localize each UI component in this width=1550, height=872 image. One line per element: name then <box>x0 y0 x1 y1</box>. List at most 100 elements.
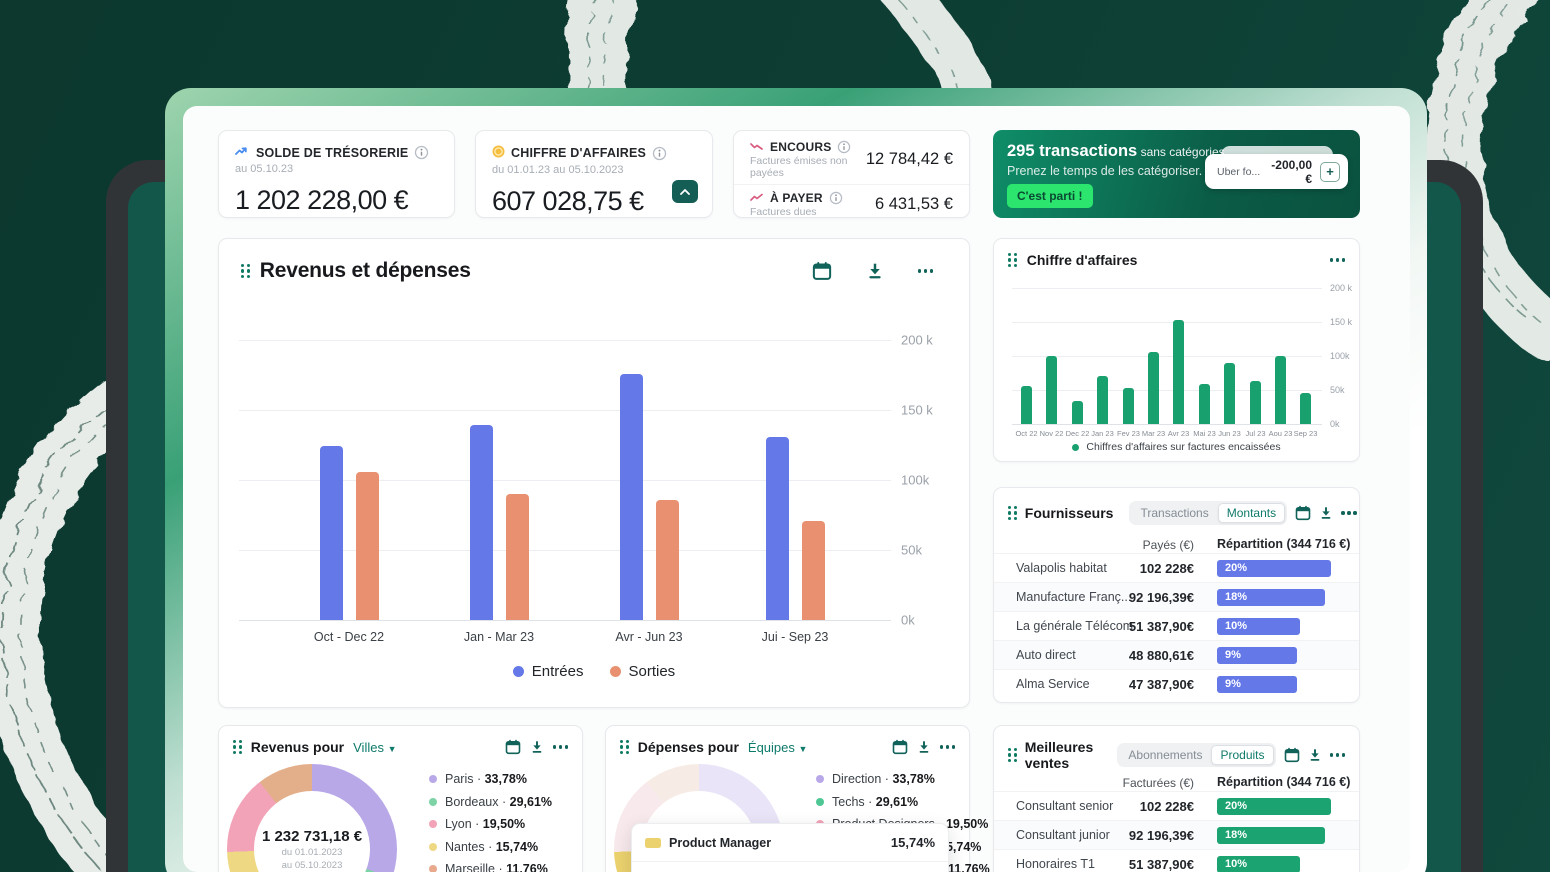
drag-handle-icon[interactable] <box>233 739 242 755</box>
x-axis-label: Nov 22 <box>1039 429 1064 438</box>
table-row: Consultant junior 92 196,39€ 18% <box>994 820 1359 849</box>
entrees-bar <box>470 425 493 620</box>
download-icon[interactable] <box>866 262 884 280</box>
apayer-row: À PAYER Factures dues 6 431,53 € <box>734 184 969 223</box>
y-axis-tick: 100k <box>1330 351 1350 361</box>
sorties-bar <box>802 521 825 620</box>
repartition-bar: 20% <box>1217 797 1331 815</box>
equipes-dropdown[interactable]: Équipes ▼ <box>747 739 808 755</box>
card-sublabel: Factures dues <box>750 206 817 218</box>
revenue-bar <box>1148 352 1159 424</box>
download-icon[interactable] <box>1319 506 1333 520</box>
revenue-bar <box>1123 388 1134 424</box>
legend-label: Nantes · 15,74% <box>445 839 539 854</box>
drag-handle-icon[interactable] <box>1008 505 1017 521</box>
card-amount: 1 202 228,00 € <box>235 185 409 215</box>
panel-revenus-pour: Revenus pour Villes ▼ 1 232 731,18 € du … <box>218 725 583 872</box>
y-axis-tick: 50k <box>1330 385 1345 395</box>
x-axis-label: Dec 22 <box>1065 429 1090 438</box>
panel-title: Chiffre d'affaires <box>1026 252 1138 268</box>
card-date: du 01.01.23 au 05.10.2023 <box>492 164 624 176</box>
supplier-name: Auto direct <box>1016 648 1076 662</box>
legend-item: Sorties <box>609 663 675 680</box>
entrees-bar <box>320 446 343 620</box>
column-header: Répartition (344 716 €) <box>1217 775 1351 789</box>
chart-legend: Entrées Sorties <box>219 663 969 680</box>
product-name: Consultant senior <box>1016 799 1114 813</box>
info-icon[interactable] <box>837 140 851 154</box>
drag-handle-icon[interactable] <box>620 739 629 755</box>
gridline <box>239 480 891 481</box>
ellipsis-menu-icon[interactable] <box>917 269 933 273</box>
amount-value: 102 228€ <box>1139 798 1194 814</box>
gridline <box>1012 424 1322 425</box>
download-icon[interactable] <box>530 740 544 754</box>
x-axis-label: Sep 23 <box>1293 429 1318 438</box>
legend-dot <box>429 775 437 783</box>
add-category-button[interactable]: + <box>1320 161 1340 182</box>
repartition-bar: 9% <box>1217 675 1297 693</box>
tab-montants[interactable]: Montants <box>1217 503 1286 523</box>
ellipsis-menu-icon[interactable] <box>1341 511 1357 515</box>
download-icon[interactable] <box>1308 748 1322 762</box>
supplier-name: Alma Service <box>1016 677 1090 691</box>
tab-transactions[interactable]: Transactions <box>1140 506 1209 520</box>
legend-item: Lyon · 19,50% <box>429 817 552 831</box>
transactions-banner: 295 transactions sans catégories. Prenez… <box>993 130 1360 218</box>
repartition-bar: 20% <box>1217 559 1331 577</box>
info-icon[interactable] <box>652 146 667 161</box>
ellipsis-menu-icon[interactable] <box>1329 258 1345 262</box>
calendar-icon[interactable] <box>505 739 521 755</box>
calendar-icon[interactable] <box>812 261 832 281</box>
legend-dot <box>429 820 437 828</box>
drag-handle-icon[interactable] <box>1008 252 1017 268</box>
encours-row: ENCOURS Factures émises non payées 12 78… <box>734 134 969 184</box>
amount-value: 102 228€ <box>1139 560 1194 576</box>
repartition-bar: 18% <box>1217 826 1325 844</box>
x-axis-label: Avr - Jun 23 <box>615 630 683 644</box>
bar-group <box>470 239 529 620</box>
drag-handle-icon[interactable] <box>241 263 250 279</box>
legend-item: Entrées <box>512 663 584 680</box>
info-icon[interactable] <box>414 145 429 160</box>
tooltip-swatch <box>645 837 661 848</box>
ellipsis-menu-icon[interactable] <box>552 745 568 749</box>
legend-item: Bordeaux · 29,61% <box>429 795 552 809</box>
ellipsis-menu-icon[interactable] <box>939 745 955 749</box>
trend-down-line-icon <box>750 140 764 154</box>
ellipsis-menu-icon[interactable] <box>1329 753 1345 757</box>
repartition-bar: 18% <box>1217 588 1325 606</box>
bar-group <box>766 239 825 620</box>
collapse-button[interactable] <box>672 180 698 203</box>
info-icon[interactable] <box>829 191 843 205</box>
legend-dot <box>429 797 437 806</box>
revenus-donut-chart: 1 232 731,18 € du 01.01.2023 au 05.10.20… <box>227 764 397 872</box>
calendar-icon[interactable] <box>1284 747 1300 763</box>
download-icon[interactable] <box>917 740 931 754</box>
legend-item: Nantes · 15,74% <box>429 840 552 854</box>
revenue-bar <box>1250 381 1261 424</box>
villes-dropdown[interactable]: Villes ▼ <box>353 739 397 755</box>
revenue-bar <box>1046 356 1057 424</box>
panel-title: Revenus et dépenses <box>259 259 471 282</box>
cta-button[interactable]: C'est parti ! <box>1007 184 1093 208</box>
sorties-bar <box>656 500 679 620</box>
donut-center-date: au 05.10.2023 <box>281 859 343 871</box>
calendar-icon[interactable] <box>1295 505 1311 521</box>
legend-label: Chiffres d'affaires sur factures encaiss… <box>1086 441 1281 453</box>
banner-title: 295 transactions sans catégories. <box>1007 142 1228 160</box>
legend-dot <box>1072 443 1080 451</box>
legend-dot <box>429 865 437 872</box>
banner-subtitle: Prenez le temps de les catégoriser. <box>1007 164 1203 178</box>
x-axis-label: Avr 23 <box>1167 429 1190 438</box>
product-name: Honoraires T1 <box>1016 857 1095 871</box>
tab-produits[interactable]: Produits <box>1211 745 1274 765</box>
tab-abonnements[interactable]: Abonnements <box>1128 748 1203 762</box>
y-axis-tick: 50k <box>901 542 922 558</box>
panel-title: Meilleures ventes <box>1024 739 1094 771</box>
receipt-amount: -200,00 € <box>1271 157 1312 186</box>
table-row: Alma Service 47 387,90€ 9% <box>994 669 1359 698</box>
calendar-icon[interactable] <box>892 739 908 755</box>
table-row: Consultant senior 102 228€ 20% <box>994 791 1359 820</box>
drag-handle-icon[interactable] <box>1008 747 1017 763</box>
